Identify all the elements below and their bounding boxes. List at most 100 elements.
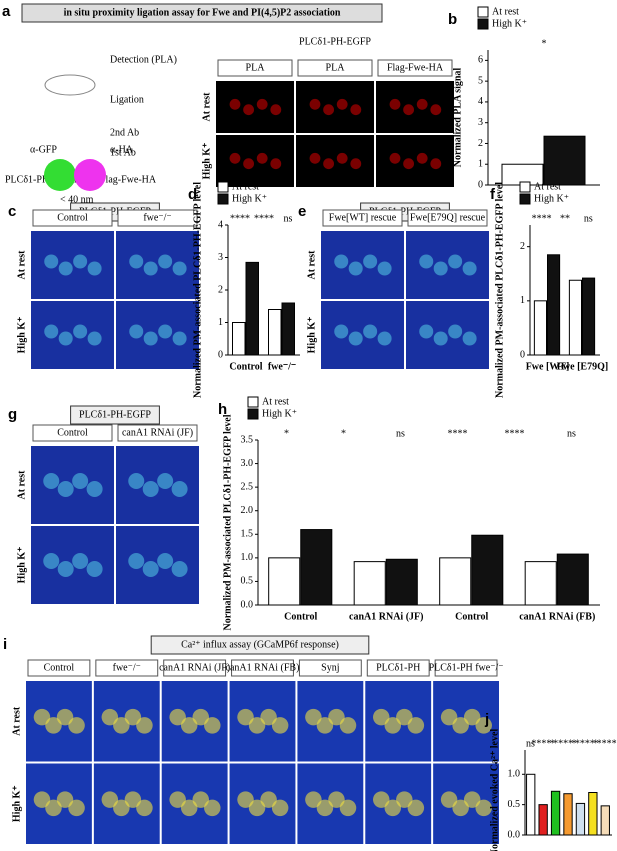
signal bbox=[448, 324, 463, 339]
signal bbox=[248, 717, 266, 734]
signal bbox=[128, 473, 145, 489]
bar bbox=[582, 277, 596, 356]
significance: **** bbox=[531, 738, 551, 749]
signal bbox=[419, 324, 434, 339]
y-tick-label: 4 bbox=[218, 219, 223, 230]
micrograph bbox=[116, 301, 199, 369]
diagram-label: α-HA bbox=[110, 144, 134, 155]
column-label: canA1 RNAi (JF) bbox=[122, 427, 193, 438]
row-label: High K⁺ bbox=[16, 317, 27, 354]
y-tick-label: 2.0 bbox=[241, 505, 254, 516]
signal bbox=[323, 104, 334, 116]
y-tick-label: 6 bbox=[478, 55, 483, 66]
column-label: Fwe[E79Q] rescue bbox=[410, 212, 486, 223]
bar bbox=[232, 322, 246, 356]
significance: ns bbox=[526, 738, 535, 749]
y-tick-label: 1 bbox=[520, 295, 525, 306]
row-label: At rest bbox=[16, 250, 27, 280]
signal bbox=[419, 254, 434, 269]
signal bbox=[180, 717, 198, 734]
signal bbox=[316, 799, 334, 817]
gfp-ball bbox=[44, 159, 76, 191]
legend-label: At rest bbox=[262, 396, 289, 407]
column-box bbox=[322, 209, 403, 227]
micrograph bbox=[321, 231, 404, 299]
signal bbox=[136, 717, 153, 734]
significance: **** bbox=[230, 213, 250, 224]
signal bbox=[87, 261, 102, 276]
signal bbox=[171, 481, 188, 497]
signal bbox=[256, 152, 268, 164]
column-box bbox=[32, 209, 113, 227]
micrograph bbox=[216, 81, 294, 133]
row-label: High K⁺ bbox=[16, 547, 27, 584]
signal bbox=[157, 553, 174, 569]
legend-swatch bbox=[477, 18, 489, 30]
signal bbox=[192, 791, 209, 808]
signal bbox=[157, 473, 174, 489]
y-tick-label: 3 bbox=[478, 117, 483, 128]
signal bbox=[363, 254, 378, 269]
legend-label: High K⁺ bbox=[232, 193, 267, 204]
signal bbox=[452, 717, 469, 734]
column-box bbox=[407, 209, 488, 227]
signal bbox=[336, 98, 348, 110]
signal bbox=[328, 791, 345, 808]
panel-letter: b bbox=[448, 11, 457, 28]
row-label: At rest bbox=[201, 92, 212, 122]
diagram-label: Flag-Fwe-HA bbox=[100, 174, 157, 185]
signal bbox=[430, 158, 442, 170]
signal bbox=[129, 324, 144, 339]
signal bbox=[334, 324, 349, 339]
signal bbox=[44, 324, 59, 339]
bar bbox=[385, 558, 418, 606]
title-box bbox=[150, 635, 370, 655]
bar bbox=[245, 261, 259, 356]
significance: ns bbox=[567, 428, 576, 439]
significance: * bbox=[542, 38, 547, 49]
signal bbox=[68, 799, 85, 817]
signal bbox=[384, 717, 402, 734]
y-tick-label: 0.5 bbox=[508, 799, 521, 810]
significance: **** bbox=[532, 213, 552, 224]
panel-title: PLCδ1-PH-EGFP bbox=[79, 409, 151, 420]
signal bbox=[248, 799, 266, 817]
bar bbox=[268, 557, 301, 606]
legend-swatch bbox=[477, 6, 489, 18]
panel-letter: e bbox=[298, 203, 306, 220]
column-box bbox=[27, 659, 91, 677]
panel-letter: c bbox=[8, 203, 16, 220]
legend-swatch bbox=[519, 181, 531, 193]
y-tick-label: 3.5 bbox=[241, 434, 254, 445]
micrograph bbox=[321, 301, 404, 369]
column-label: Control bbox=[57, 427, 88, 438]
y-axis-label: Normalized evoked Ca²⁺ level bbox=[489, 729, 500, 851]
signal bbox=[323, 158, 334, 170]
y-tick-label: 0 bbox=[478, 179, 483, 190]
signal bbox=[463, 791, 481, 808]
bar bbox=[353, 561, 386, 606]
significance: **** bbox=[254, 213, 274, 224]
column-box bbox=[117, 424, 198, 442]
signal bbox=[86, 481, 103, 497]
y-tick-label: 1.5 bbox=[241, 529, 254, 540]
x-tick-label: Control bbox=[284, 611, 317, 622]
column-label: PLCδ1-PH bbox=[376, 662, 420, 673]
significance: * bbox=[571, 738, 576, 749]
significance: **** bbox=[553, 738, 573, 749]
row-label: High K⁺ bbox=[201, 143, 212, 180]
row-label: At rest bbox=[11, 706, 22, 736]
signal bbox=[243, 158, 255, 170]
signal bbox=[237, 708, 254, 726]
signal bbox=[433, 261, 448, 276]
y-tick-label: 2 bbox=[478, 138, 483, 149]
column-box bbox=[377, 59, 453, 77]
panel-letter: a bbox=[2, 3, 11, 20]
signal bbox=[56, 791, 74, 808]
signal bbox=[43, 553, 60, 569]
panel-title: in situ proximity ligation assay for Fwe… bbox=[64, 7, 341, 18]
bar bbox=[550, 790, 561, 836]
signal bbox=[309, 152, 321, 164]
y-tick-label: 1 bbox=[218, 317, 223, 328]
bar bbox=[563, 793, 573, 836]
